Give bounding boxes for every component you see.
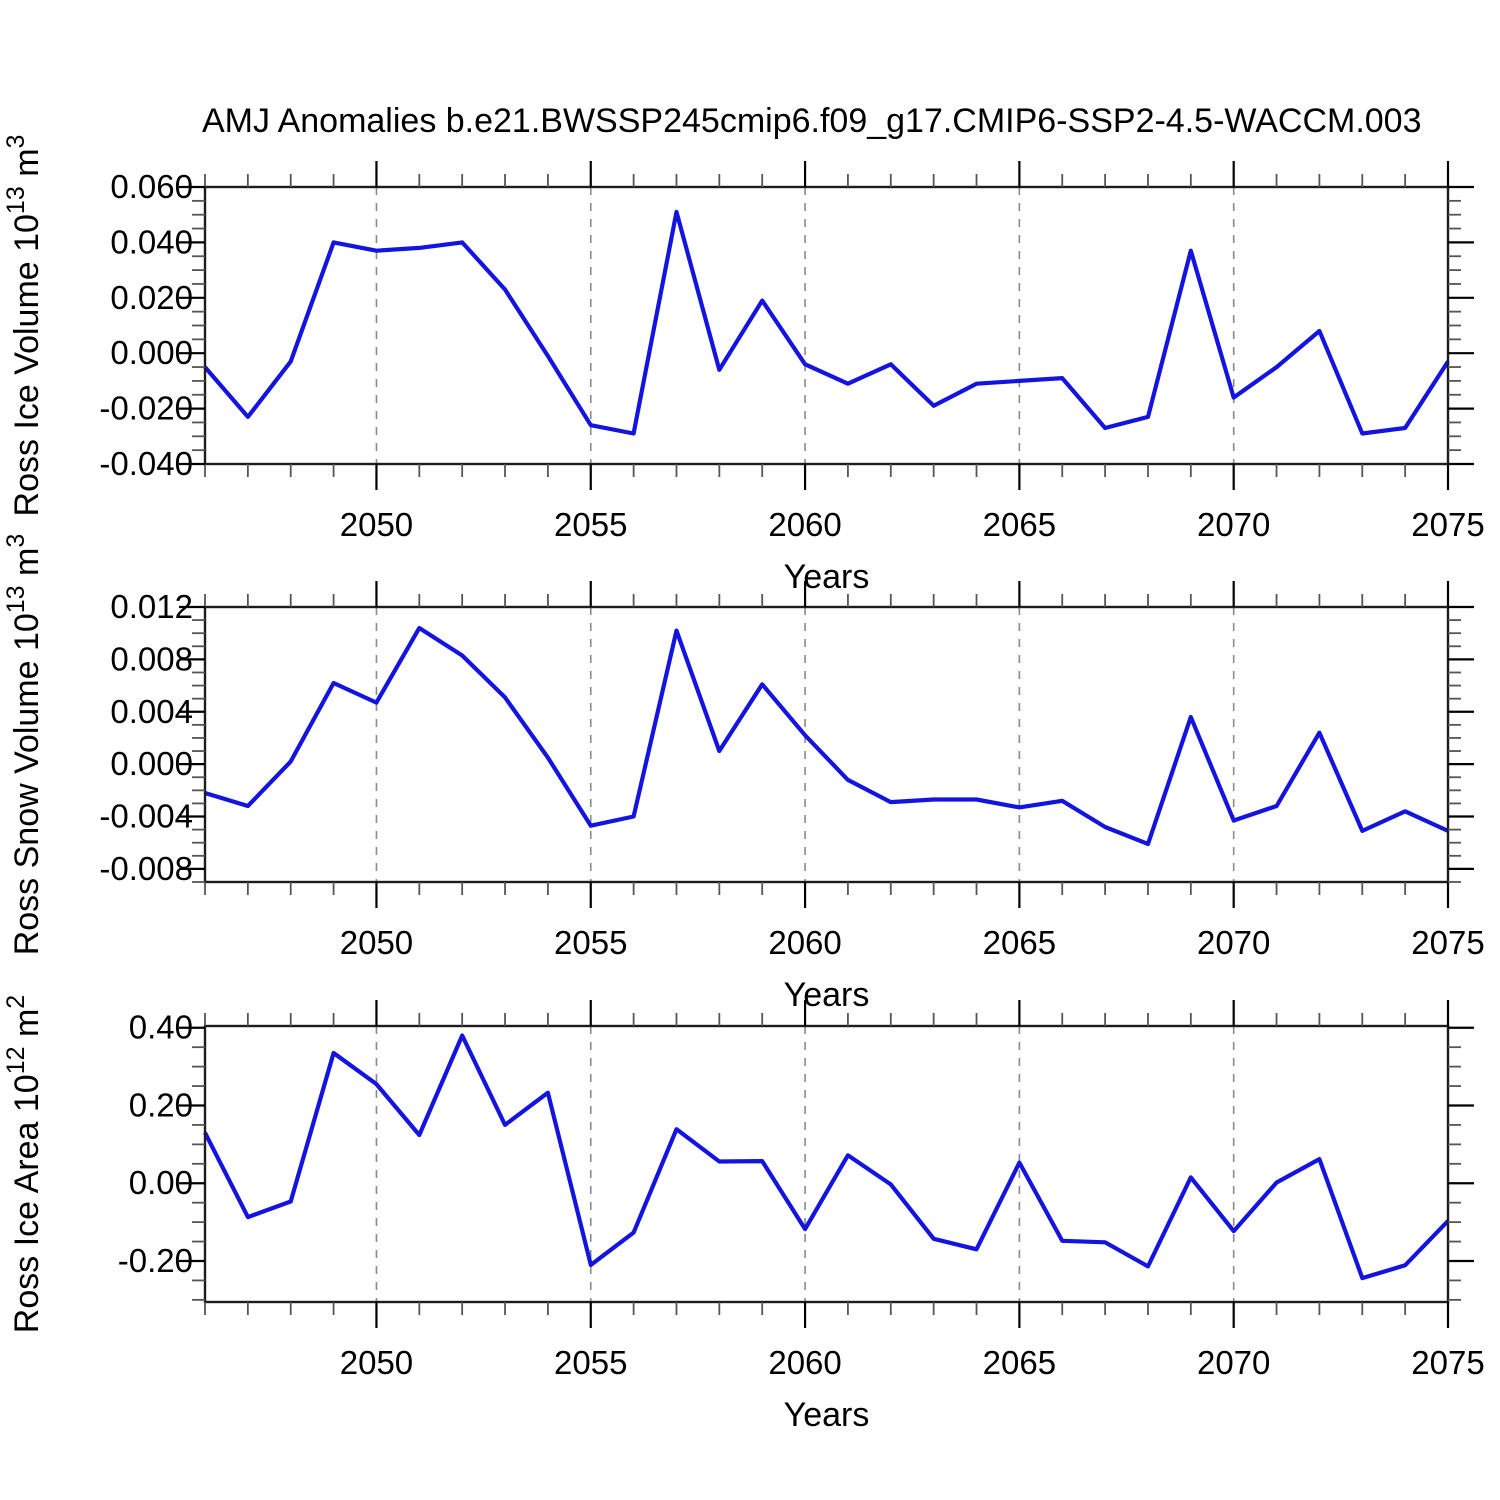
y-tick-label: 0.008 [110,640,193,677]
x-tick-label: 2055 [554,506,627,543]
chart-ross-snow-volume: 0.012 0.008 0.004 0.000 -0.004 -0.008 2050 2055… [2,534,1485,1014]
chart-ross-ice-volume: 0.060 0.040 0.020 0.000 -0.020 -0.040 2050 2055… [2,135,1485,596]
y-axis-label-text: Ross Snow Volume 10 [8,613,46,955]
y-tick-label: 0.060 [110,168,193,205]
y-axis-label-sup: 2 [2,995,30,1009]
x-tick-label: 2075 [1411,924,1484,961]
y-axis-label-text: m [8,548,46,586]
y-tick-label: 0.012 [110,588,193,625]
y-ticks [179,605,1474,883]
y-axis-label: Ross Snow Volume 1013 m3 [2,534,46,956]
y-tick-label: 0.020 [110,279,193,316]
y-axis-label-sup: 13 [2,186,30,214]
y-axis-label-sup: 3 [2,135,30,149]
x-tick-label: 2060 [768,1344,841,1381]
x-ticks [204,1000,1450,1328]
y-tick-label: 0.20 [129,1086,193,1123]
x-tick-label: 2055 [554,924,627,961]
y-tick-label: 0.000 [110,334,193,371]
y-axis-label-sup: 13 [2,585,30,613]
x-axis-label: Years [784,1396,870,1434]
y-axis-label: Ross Ice Area 1012 m2 [2,995,46,1333]
x-tick-label: 2050 [340,924,413,961]
y-tick-label: 0.00 [129,1164,193,1201]
y-tick-label: 0.000 [110,745,193,782]
x-tick-label: 2070 [1197,506,1270,543]
y-tick-label: 0.004 [110,693,193,730]
x-ticks [204,581,1450,908]
x-tick-label: 2065 [983,1344,1056,1381]
y-tick-label: -0.040 [99,445,193,482]
data-line-ross-snow-volume [204,625,1449,847]
x-tick-label: 2050 [340,506,413,543]
figure-title: AMJ Anomalies b.e21.BWSSP245cmip6.f09_g1… [202,102,1422,140]
x-tick-label: 2060 [768,924,841,961]
x-tick-label: 2070 [1197,1344,1270,1381]
x-axis-label: Years [784,976,870,1014]
x-ticks [204,161,1450,490]
y-axis-label-text: Ross Ice Volume 10 [8,214,46,516]
plot-frame [203,605,1450,884]
y-axis-label-text: m [8,1009,46,1047]
y-ticks [179,1026,1474,1301]
data-line-ross-ice-area [203,1033,1450,1281]
x-tick-label: 2065 [983,924,1056,961]
x-tick-label: 2050 [340,1344,413,1381]
y-tick-label: -0.020 [99,390,193,427]
y-tick-label: -0.004 [99,798,193,835]
y-tick-label: 0.040 [110,223,193,260]
plot-frame [203,185,1450,466]
x-tick-label: 2075 [1411,506,1484,543]
y-axis-label-sup: 12 [2,1046,30,1074]
data-line-ross-ice-volume [203,209,1450,436]
y-axis-label: Ross Ice Volume 1013 m3 [2,135,46,517]
x-tick-label: 2055 [554,1344,627,1381]
y-axis-label-text: Ross Ice Area 10 [8,1074,46,1333]
chart-ross-ice-area: 0.40 0.20 0.00 -0.20 2050 2055 2060 2065 2070 207… [2,995,1485,1434]
x-tick-label: 2065 [983,506,1056,543]
y-tick-label: -0.20 [118,1242,193,1279]
y-axis-label-sup: 3 [2,534,30,548]
y-tick-label: 0.40 [129,1009,193,1046]
y-axis-label-text: m [8,148,46,186]
y-ticks [179,185,1474,466]
x-tick-label: 2060 [768,506,841,543]
x-axis-label: Years [784,558,870,596]
x-tick-label: 2070 [1197,924,1270,961]
plot-frame [203,1024,1450,1304]
y-tick-label: -0.008 [99,850,193,887]
x-tick-label: 2075 [1411,1344,1484,1381]
